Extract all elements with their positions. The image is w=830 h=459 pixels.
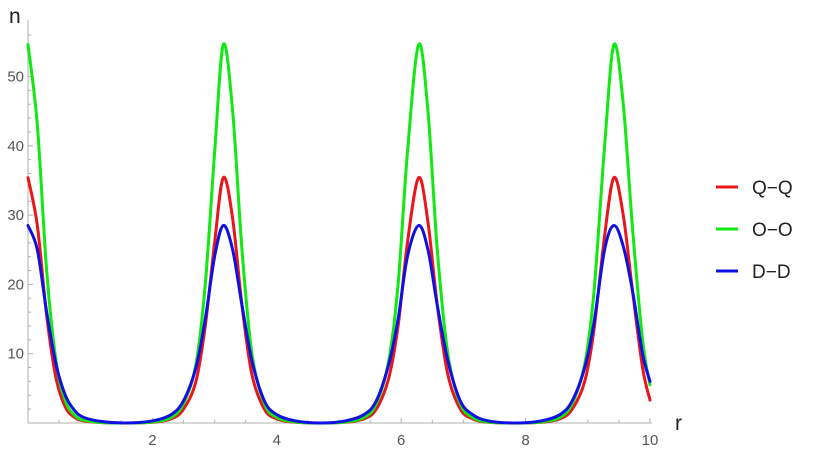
- y-tick-label: 50: [7, 69, 24, 86]
- x-tick-label: 10: [642, 432, 659, 449]
- x-tick-label: 6: [397, 432, 405, 449]
- x-tick-label: 2: [148, 432, 156, 449]
- legend-item-o-o: O−O: [716, 220, 793, 241]
- y-ticks: 10 20 30 40 50: [7, 34, 33, 410]
- series-line-o-o: [26, 42, 652, 425]
- y-tick-label: 30: [7, 207, 24, 224]
- x-tick-label: 4: [273, 432, 281, 449]
- y-tick-label: 40: [7, 138, 24, 155]
- series-line-d-d: [26, 224, 652, 425]
- y-tick-label: 10: [7, 346, 24, 363]
- axes: 2 4 6 8 10 10 20 30 40 50: [7, 20, 658, 449]
- legend-item-q-q: Q−Q: [716, 178, 793, 199]
- legend-label: O−O: [752, 220, 793, 241]
- legend-label: D−D: [752, 262, 791, 283]
- legend: Q−Q O−O D−D: [716, 178, 793, 283]
- series-line-q-q: [26, 175, 652, 425]
- x-axis-label: r: [675, 412, 682, 435]
- y-tick-label: 20: [7, 276, 24, 293]
- x-tick-label: 8: [521, 432, 529, 449]
- y-axis-label: n: [9, 5, 21, 28]
- legend-label: Q−Q: [752, 178, 793, 199]
- series-layer: [26, 42, 652, 425]
- legend-item-d-d: D−D: [716, 262, 791, 283]
